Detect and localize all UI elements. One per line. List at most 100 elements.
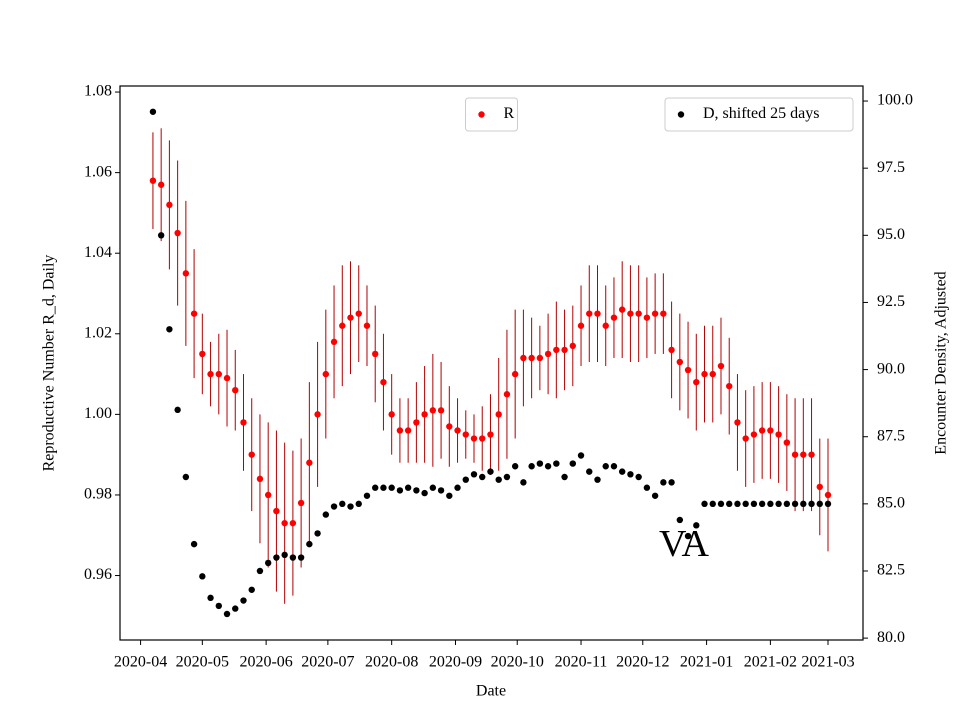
point (314, 411, 321, 418)
point (610, 463, 618, 470)
x-tick-label: 2020-06 (239, 654, 292, 671)
point (561, 346, 568, 354)
point (223, 610, 231, 618)
legend: R (465, 97, 518, 132)
point (240, 419, 247, 426)
point (256, 567, 264, 575)
point (520, 354, 527, 362)
point (314, 530, 321, 537)
point (355, 310, 362, 317)
point (824, 491, 832, 499)
point (791, 451, 799, 458)
point (166, 201, 173, 209)
point (306, 540, 313, 548)
point (553, 460, 560, 467)
point (569, 460, 576, 467)
point (693, 378, 700, 386)
x-tick-label: 2020-07 (301, 654, 354, 671)
point (289, 519, 297, 527)
point (717, 362, 725, 370)
point (536, 460, 544, 467)
point (413, 419, 420, 426)
point (215, 370, 222, 378)
point (289, 554, 297, 561)
y2-tick-label: 82.5 (877, 562, 905, 579)
point (726, 500, 733, 508)
x-tick-label: 2020-04 (114, 654, 167, 671)
point (322, 511, 330, 518)
x-tick-label: 2020-11 (555, 654, 608, 671)
legend-label: R (504, 105, 515, 122)
point (306, 459, 313, 466)
point (717, 500, 725, 508)
point (726, 382, 733, 390)
point (503, 391, 511, 398)
point (330, 338, 338, 346)
point (627, 471, 634, 478)
point (544, 463, 552, 470)
point (396, 427, 404, 434)
point (668, 346, 675, 354)
point (618, 306, 626, 313)
point (199, 573, 206, 580)
point (182, 270, 190, 277)
y-tick-label: 0.96 (84, 566, 112, 583)
x-tick-label: 2020-10 (491, 654, 544, 671)
point (627, 310, 634, 317)
point (553, 346, 560, 354)
x-axis-label: Date (476, 683, 506, 700)
point (281, 519, 288, 527)
legend-box (465, 97, 518, 132)
y2-tick-label: 80.0 (877, 629, 905, 646)
point (273, 507, 280, 515)
y2-tick-label: 100.0 (877, 92, 913, 109)
point (372, 484, 379, 491)
point (528, 463, 535, 470)
y-tick-label: 1.02 (84, 324, 112, 341)
point (767, 500, 774, 508)
point (577, 322, 585, 329)
point (157, 181, 165, 188)
point (437, 407, 445, 414)
point (775, 431, 782, 438)
point (808, 500, 815, 508)
point (479, 473, 486, 481)
point (734, 419, 741, 426)
point (503, 473, 511, 481)
point (281, 551, 288, 559)
point (594, 310, 601, 317)
point (388, 411, 395, 418)
point (339, 500, 346, 508)
point (248, 451, 255, 458)
y-tick-label: 1.00 (84, 405, 112, 422)
point (577, 452, 585, 459)
point (816, 483, 823, 491)
point (347, 503, 354, 510)
point (174, 229, 181, 237)
point (248, 586, 255, 593)
point (190, 540, 198, 548)
y2-tick-label: 92.5 (877, 293, 905, 310)
legend-marker (677, 111, 685, 118)
point (586, 310, 593, 317)
point (758, 427, 766, 434)
point (429, 484, 437, 491)
point (264, 559, 272, 567)
point (462, 476, 469, 483)
point (232, 386, 239, 394)
point (684, 532, 692, 540)
point (264, 491, 272, 499)
point (701, 370, 708, 378)
point (429, 407, 437, 414)
point (824, 500, 832, 508)
point (297, 499, 305, 507)
y2-tick-label: 87.5 (877, 427, 905, 444)
point (676, 358, 684, 366)
y-axis-label: Reproductive Number R_d, Daily (41, 255, 58, 472)
point (495, 411, 502, 418)
point (618, 468, 626, 475)
y2-tick-label: 90.0 (877, 360, 905, 377)
point (635, 310, 642, 317)
point (783, 439, 791, 446)
